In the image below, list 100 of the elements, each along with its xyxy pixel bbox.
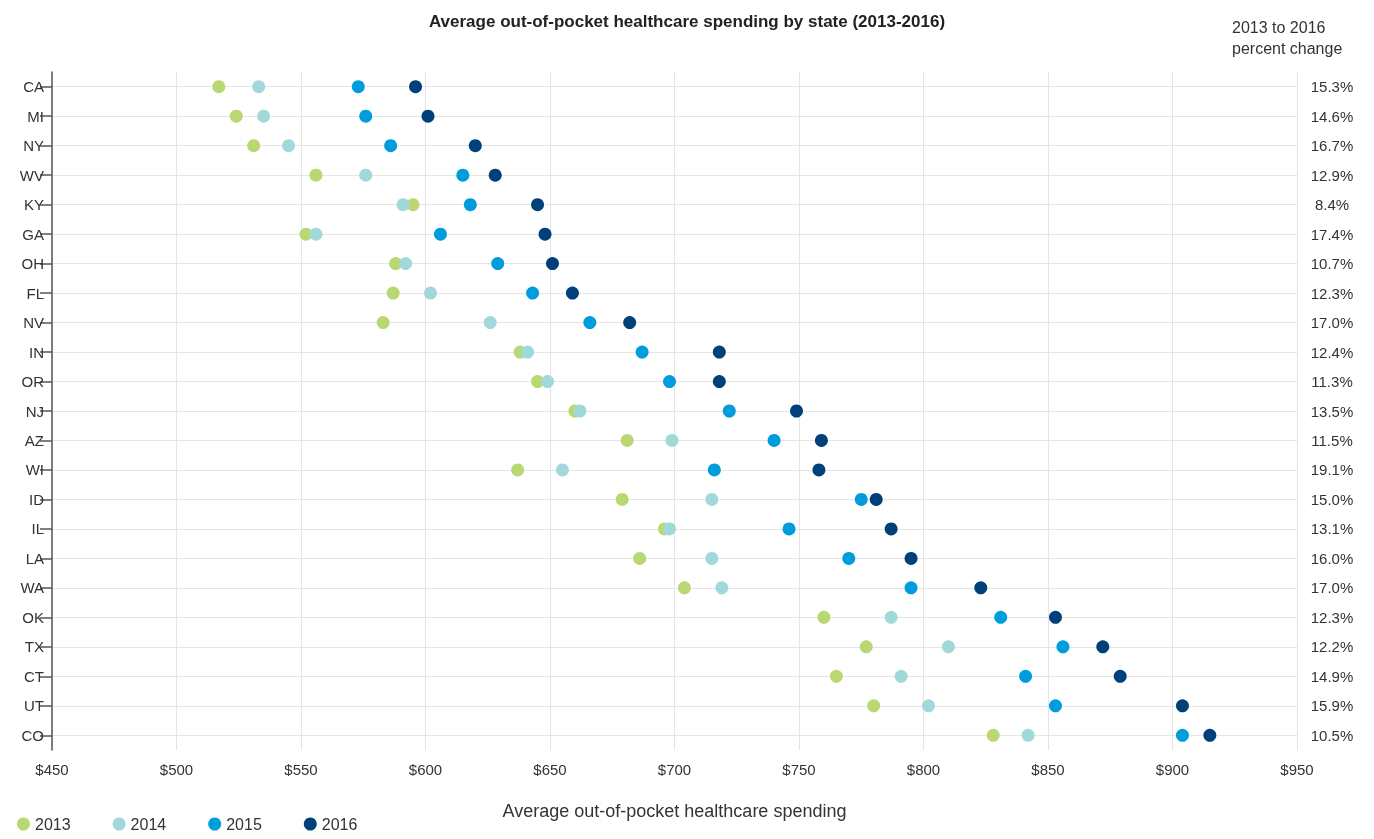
point xyxy=(511,463,525,477)
x-tick-label: $650 xyxy=(533,761,567,778)
y2-tick-label: 11.5% xyxy=(1311,431,1353,449)
x-axis-title: Average out-of-pocket healthcare spending xyxy=(502,801,847,821)
point xyxy=(384,139,398,153)
point xyxy=(359,168,373,182)
point xyxy=(904,581,918,595)
point xyxy=(1048,699,1062,713)
y-tick-label: GA xyxy=(22,225,44,243)
point xyxy=(468,139,482,153)
y-tick-label: AZ xyxy=(24,431,44,449)
point xyxy=(705,492,719,506)
point xyxy=(867,699,881,713)
point xyxy=(423,286,437,300)
point xyxy=(1175,699,1189,713)
point xyxy=(665,433,679,447)
y2-tick-label: 11.3% xyxy=(1311,373,1353,391)
y2-tick-label: 12.3% xyxy=(1310,608,1354,626)
point xyxy=(1096,640,1110,654)
x-tick-label: $850 xyxy=(1031,761,1065,778)
point xyxy=(1203,728,1217,742)
y-tick-label: WA xyxy=(20,579,44,597)
legend-label: 2015 xyxy=(226,815,262,833)
y-tick-label: ID xyxy=(29,490,45,508)
y-tick-label: WV xyxy=(19,166,44,184)
y-tick-label: CO xyxy=(21,726,44,744)
point xyxy=(615,492,629,506)
y2-tick-label: 19.1% xyxy=(1310,461,1354,479)
point xyxy=(573,404,587,418)
x-tick-label: $750 xyxy=(782,761,816,778)
point xyxy=(677,581,691,595)
point xyxy=(526,286,540,300)
point xyxy=(546,257,559,271)
x-tick-label: $900 xyxy=(1155,761,1190,778)
point xyxy=(623,316,637,330)
x-tick-label: $950 xyxy=(1280,761,1314,778)
y2-tick-label: 15.0% xyxy=(1310,490,1354,508)
y2-tick-label: 8.4% xyxy=(1314,196,1350,214)
point xyxy=(488,168,502,182)
point xyxy=(483,316,497,330)
y2-tick-label: 10.5% xyxy=(1310,726,1354,744)
legend-label: 2016 xyxy=(321,815,358,833)
point xyxy=(782,522,796,536)
point xyxy=(541,375,555,389)
point xyxy=(663,375,677,389)
y2-tick-label: 12.4% xyxy=(1310,343,1354,361)
point xyxy=(1175,728,1189,742)
point xyxy=(707,463,721,477)
y-tick-label: OH xyxy=(21,255,44,273)
y-tick-label: KY xyxy=(23,196,44,214)
point xyxy=(884,522,898,536)
point xyxy=(884,610,898,624)
point xyxy=(817,610,831,624)
point xyxy=(583,316,597,330)
point xyxy=(491,257,505,271)
point xyxy=(351,80,365,94)
y-tick-label: FL xyxy=(26,284,44,302)
y-tick-label: OR xyxy=(21,373,45,391)
point xyxy=(974,581,988,595)
point xyxy=(814,433,828,447)
point xyxy=(994,610,1008,624)
point xyxy=(247,139,261,153)
y2-tick-label: 13.5% xyxy=(1310,402,1354,420)
point xyxy=(565,286,579,300)
point xyxy=(396,198,410,212)
x-tick-label: $450 xyxy=(35,761,69,778)
y-tick-label: TX xyxy=(24,638,44,656)
point xyxy=(767,433,781,447)
y-tick-label: NJ xyxy=(25,402,44,420)
point xyxy=(212,80,226,94)
y2-tick-label: 15.3% xyxy=(1310,78,1354,96)
y-tick-label: NV xyxy=(23,314,44,332)
point xyxy=(859,640,873,654)
y2-tick-label: 12.3% xyxy=(1310,284,1354,302)
y2-tick-label: 14.6% xyxy=(1310,107,1354,125)
x-tick-label: $500 xyxy=(159,761,194,778)
point xyxy=(869,492,883,506)
y2-tick-label: 17.0% xyxy=(1310,579,1354,597)
point xyxy=(663,522,677,536)
y2-axis-title: 2013 to 2016 percent change xyxy=(1232,19,1343,57)
y2-tick-label: 16.0% xyxy=(1310,549,1354,567)
y-tick-label: CA xyxy=(23,78,44,96)
point xyxy=(463,198,477,212)
y2-tick-label: 17.4% xyxy=(1310,225,1354,243)
legend-label: 2013 xyxy=(35,815,71,833)
point xyxy=(921,699,935,713)
y-tick-label: OK xyxy=(22,608,44,626)
point xyxy=(790,404,804,418)
y2-tick-label: 13.1% xyxy=(1310,520,1354,538)
point xyxy=(399,257,413,271)
point xyxy=(456,168,470,182)
point xyxy=(229,109,243,123)
point xyxy=(1056,640,1070,654)
point xyxy=(257,109,271,123)
x-tick-label: $600 xyxy=(408,761,443,778)
y2-tick-label: 12.2% xyxy=(1310,638,1354,656)
x-tick-label: $700 xyxy=(657,761,692,778)
point xyxy=(715,581,729,595)
point xyxy=(941,640,955,654)
y-tick-label: MI xyxy=(27,107,44,125)
